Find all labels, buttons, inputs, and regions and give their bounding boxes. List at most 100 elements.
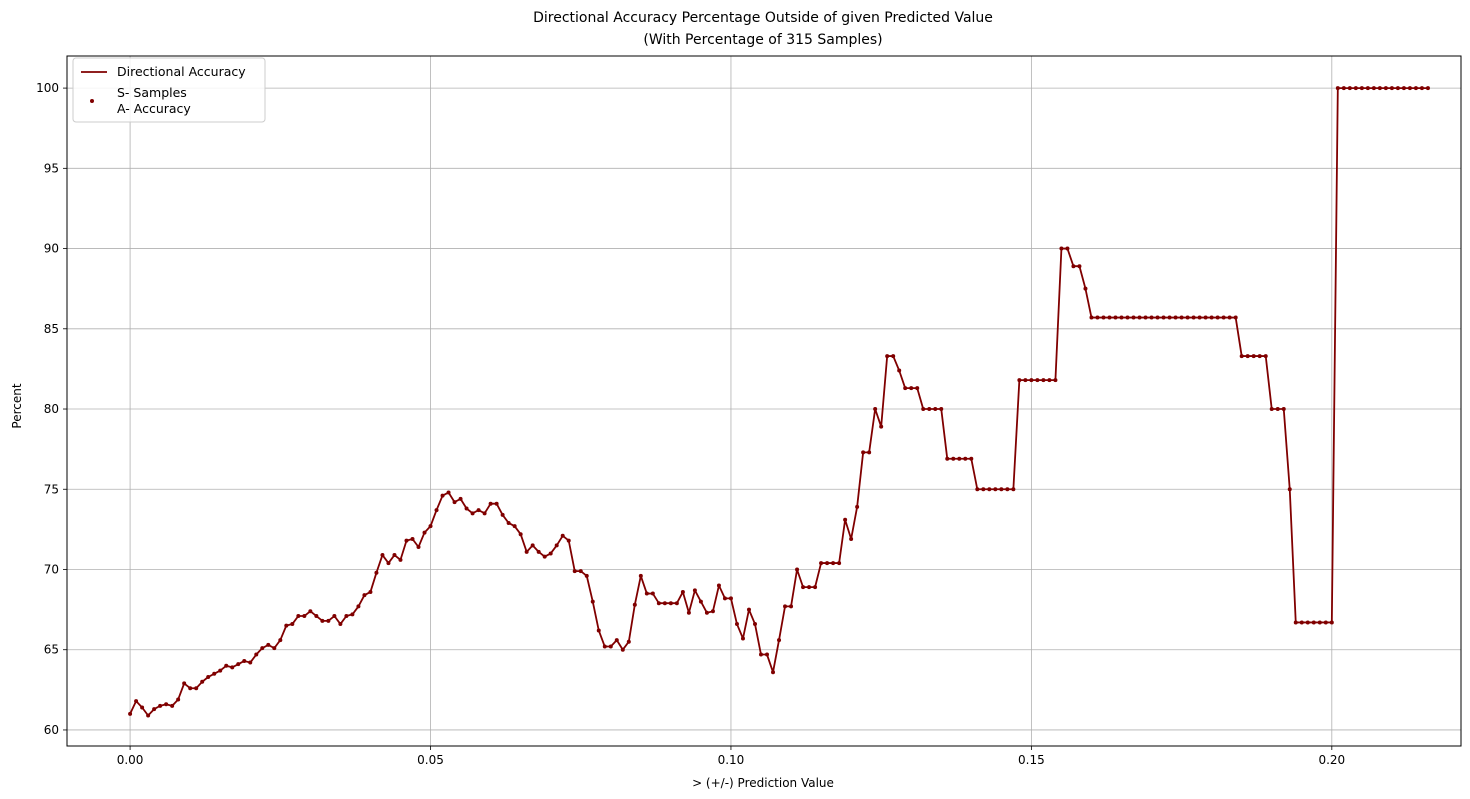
y-tick-label: 80 (44, 402, 59, 416)
data-point (296, 614, 301, 619)
x-tick-label: 0.10 (718, 753, 745, 767)
data-point (1335, 86, 1340, 91)
y-tick-label: 65 (44, 643, 59, 657)
data-point (897, 368, 902, 373)
data-point (422, 530, 427, 535)
x-tick-label: 0.15 (1018, 753, 1045, 767)
data-point (668, 601, 673, 606)
data-point (951, 456, 956, 461)
data-point (1203, 315, 1208, 320)
data-point (590, 599, 595, 604)
data-point (1239, 354, 1244, 359)
data-point (945, 456, 950, 461)
data-point (1161, 315, 1166, 320)
data-point (524, 549, 529, 554)
data-point (1341, 86, 1346, 91)
plot-frame (66, 55, 1462, 747)
data-point (975, 487, 980, 492)
data-point (1113, 315, 1118, 320)
data-point (410, 537, 415, 541)
data-point (1407, 86, 1412, 91)
data-point (1197, 315, 1202, 320)
data-point (1347, 86, 1352, 91)
data-point (903, 386, 908, 391)
y-axis-label: Percent (10, 383, 24, 428)
data-point (314, 614, 319, 619)
data-point (1359, 86, 1364, 91)
data-point (963, 456, 968, 461)
data-point (170, 703, 175, 708)
data-point (728, 596, 733, 601)
data-point (536, 549, 541, 554)
y-tick-label: 100 (36, 81, 59, 95)
data-point (1173, 315, 1178, 320)
data-point (620, 647, 625, 652)
data-point (1365, 86, 1370, 91)
data-point (921, 407, 926, 412)
data-point (819, 561, 824, 566)
data-point (1047, 378, 1052, 383)
data-point (1329, 620, 1334, 625)
data-point (1005, 487, 1010, 492)
data-point (434, 508, 439, 513)
data-point (230, 665, 235, 670)
data-point (1281, 407, 1286, 412)
data-point (470, 511, 475, 516)
data-point (698, 599, 703, 604)
legend-label-directional-accuracy: Directional Accuracy (117, 64, 246, 79)
data-point (1305, 620, 1310, 625)
x-axis-label: > (+/-) Prediction Value (692, 776, 834, 790)
data-point (440, 493, 445, 498)
data-point (716, 583, 721, 588)
legend-box (72, 57, 266, 123)
data-point (488, 501, 493, 506)
data-point (164, 702, 169, 707)
data-point (176, 697, 181, 702)
chart-subtitle: (With Percentage of 315 Samples) (643, 32, 882, 48)
data-point (1251, 354, 1256, 359)
data-point (236, 662, 241, 667)
data-point (548, 551, 553, 556)
data-point (1155, 315, 1160, 320)
data-point (801, 585, 806, 590)
x-tick-label: 0.00 (117, 753, 144, 767)
data-point (272, 646, 277, 651)
chart-title: Directional Accuracy Percentage Outside … (533, 10, 993, 26)
data-point (933, 407, 938, 412)
data-point (152, 707, 157, 712)
data-point (909, 386, 914, 391)
data-point (1275, 407, 1280, 412)
data-point (1371, 86, 1376, 91)
data-point (1095, 315, 1100, 320)
data-point (350, 612, 355, 617)
data-point (632, 602, 637, 607)
data-point (266, 642, 271, 647)
data-point (1053, 378, 1058, 383)
data-point (242, 658, 247, 663)
data-point (1233, 315, 1238, 320)
data-point (194, 686, 199, 691)
y-tick-label: 95 (44, 161, 59, 175)
data-point (200, 679, 205, 684)
data-point (362, 593, 367, 598)
data-point (1395, 86, 1400, 91)
data-point (368, 589, 373, 594)
data-point (927, 407, 932, 412)
data-point (1107, 315, 1112, 320)
data-point (284, 623, 289, 628)
data-point (584, 573, 589, 578)
data-point (1167, 315, 1172, 320)
data-point (638, 573, 643, 578)
data-point (482, 511, 487, 516)
data-point (1149, 315, 1154, 320)
data-point (218, 668, 223, 673)
data-point (206, 675, 211, 679)
data-point (578, 569, 583, 574)
data-point (861, 450, 866, 455)
data-point (722, 596, 727, 601)
data-point (740, 636, 745, 641)
data-point (1029, 378, 1034, 383)
data-point (308, 609, 313, 614)
y-tick-label: 85 (44, 322, 59, 336)
